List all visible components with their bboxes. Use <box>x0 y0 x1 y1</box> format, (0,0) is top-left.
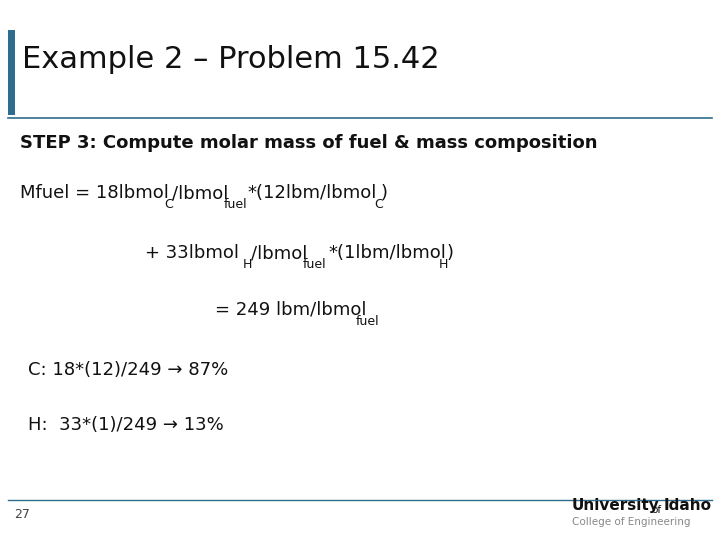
Text: Idaho: Idaho <box>664 498 712 513</box>
Text: 27: 27 <box>14 508 30 521</box>
Text: STEP 3: Compute molar mass of fuel & mass composition: STEP 3: Compute molar mass of fuel & mas… <box>20 134 598 152</box>
Text: /lbmol: /lbmol <box>172 184 228 202</box>
Text: /lbmol: /lbmol <box>251 244 307 262</box>
Text: + 33lbmol: + 33lbmol <box>145 244 239 262</box>
FancyBboxPatch shape <box>8 30 15 115</box>
Text: Example 2 – Problem 15.42: Example 2 – Problem 15.42 <box>22 45 440 74</box>
Text: = 249 lbm/lbmol: = 249 lbm/lbmol <box>215 301 366 319</box>
Text: *(12lbm/lbmol: *(12lbm/lbmol <box>247 184 377 202</box>
Text: H:  33*(1)/249 → 13%: H: 33*(1)/249 → 13% <box>28 416 224 434</box>
Text: fuel: fuel <box>224 198 248 211</box>
Text: ): ) <box>381 184 388 202</box>
Text: College of Engineering: College of Engineering <box>572 517 690 527</box>
Text: Mfuel = 18lbmol: Mfuel = 18lbmol <box>20 184 169 202</box>
Text: H: H <box>243 258 253 271</box>
Text: of: of <box>651 505 661 515</box>
Text: C: C <box>374 198 383 211</box>
Text: fuel: fuel <box>303 258 327 271</box>
Text: University: University <box>572 498 660 513</box>
Text: H: H <box>439 258 449 271</box>
Text: fuel: fuel <box>356 315 379 328</box>
Text: C: C <box>164 198 173 211</box>
Text: C: 18*(12)/249 → 87%: C: 18*(12)/249 → 87% <box>28 361 228 379</box>
Text: ): ) <box>447 244 454 262</box>
Text: *(1lbm/lbmol: *(1lbm/lbmol <box>328 244 446 262</box>
